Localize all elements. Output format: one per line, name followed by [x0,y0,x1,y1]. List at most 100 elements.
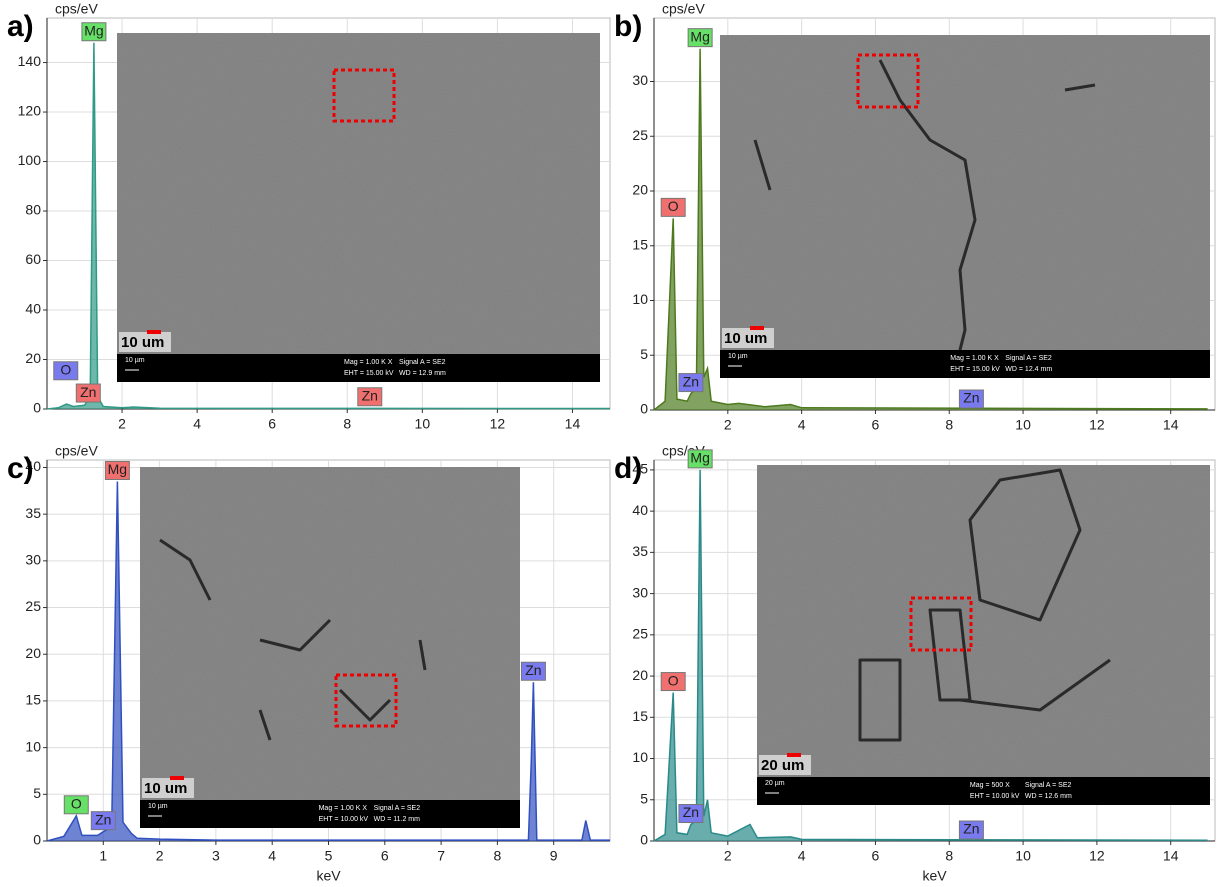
label-box [678,373,704,393]
y-tick-label: 35 [25,505,41,521]
y-tick-label: 30 [632,584,648,600]
element-label: O [60,361,71,377]
sem-feature [258,709,272,741]
y-tick-label: 5 [640,346,648,362]
sem-feature [968,468,1082,622]
label-box [958,820,984,840]
y-tick-label: 5 [640,790,648,806]
x-tick-label: 12 [490,416,506,432]
sem-image: 20 um 20 µm Mag = 500 X Signal A = SE2 EHT =… [757,465,1210,805]
scale-label-bg [142,778,194,798]
x-tick-label: 12 [1089,848,1105,864]
x-tick-label: 14 [565,416,581,432]
label-box [357,387,383,407]
x-tick-label: 12 [1089,417,1105,433]
y-tick-label: 10 [25,738,41,754]
element-label: O [668,672,679,688]
element-label: O [71,795,82,811]
scale-red [147,330,161,334]
y-tick-label: 40 [25,458,41,474]
y-tick-label: 10 [632,291,648,307]
element-label: Mg [690,450,709,466]
wd: WD = 12.4 mm [1005,366,1052,373]
x-tick-label: 1 [99,848,107,864]
label-box [687,449,713,469]
y-tick-label: 100 [18,152,42,168]
label-box [660,197,686,217]
y-tick-label: 45 [632,461,648,477]
signal: Signal A = SE2 [1025,782,1072,789]
x-tick-label: 10 [415,416,431,432]
x-tick-label: 10 [1015,848,1031,864]
selected-area [332,68,396,123]
eht: EHT = 15.00 kV [950,366,1000,373]
scale-red [170,776,184,780]
sem-feature [259,618,332,652]
mag: Mag = 1.00 K X [950,355,999,362]
label-box [63,795,89,815]
y-tick-label: 120 [18,103,42,119]
y-tick-label: 0 [33,400,41,416]
y-axis-title: cps/eV [55,443,98,459]
scale-bar-label: 10 µm [125,357,145,364]
scale-label-bg [759,755,811,775]
x-tick-label: 14 [1163,848,1179,864]
eht: EHT = 10.00 kV [970,793,1020,800]
sem-surface [140,467,520,828]
element-label: Zn [95,811,111,827]
y-tick-label: 80 [25,202,41,218]
y-tick-label: 60 [25,251,41,267]
element-label: Mg [690,28,709,44]
scale-bar-label: 10 µm [148,803,168,810]
label-box [75,383,101,403]
info-bar [757,777,1210,805]
y-tick-label: 35 [632,543,648,559]
panel-label: b) [614,10,642,43]
x-tick-label: 6 [381,848,389,864]
y-tick-label: 15 [632,236,648,252]
y-axis-title: cps/eV [55,1,98,17]
spectrum-line [46,42,611,410]
x-tick-label: 8 [945,848,953,864]
element-label: Zn [963,390,979,406]
element-label: Mg [108,461,127,477]
y-tick-label: 20 [632,667,648,683]
scale-label-bg [722,328,774,348]
x-axis-title: keV [922,868,947,884]
y-tick-label: 30 [632,72,648,88]
element-label: O [668,198,679,214]
spectrum-line [46,481,610,842]
sem-surface [757,465,1210,805]
signal: Signal A = SE2 [374,805,421,812]
x-tick-label: 10 [1015,417,1031,433]
x-tick-label: 6 [872,417,880,433]
signal: Signal A = SE2 [399,359,446,366]
label-box [520,661,546,681]
y-axis-title: cps/eV [662,1,705,17]
panel-label: c) [7,452,34,485]
x-axis-title: keV [316,868,341,884]
sem-surface [117,33,600,382]
x-tick-label: 2 [724,417,732,433]
info-bar [140,800,520,828]
label-box [104,460,130,480]
info-bar [117,354,600,382]
y-tick-label: 20 [25,350,41,366]
element-label: Zn [683,804,699,820]
wd: WD = 12.6 mm [1025,793,1072,800]
y-tick-label: 25 [25,598,41,614]
y-tick-label: 0 [640,832,648,848]
info-bar [720,350,1210,378]
mag: Mag = 500 X [970,782,1010,789]
scale-label-bg [119,332,171,352]
y-tick-label: 25 [632,127,648,143]
label-box [53,361,79,381]
y-tick-label: 40 [632,502,648,518]
x-tick-label: 6 [872,848,880,864]
x-tick-label: 6 [268,416,276,432]
y-tick-label: 15 [632,708,648,724]
label-box [81,22,107,42]
sem-feature [959,658,1111,712]
wd: WD = 12.9 mm [399,370,446,377]
